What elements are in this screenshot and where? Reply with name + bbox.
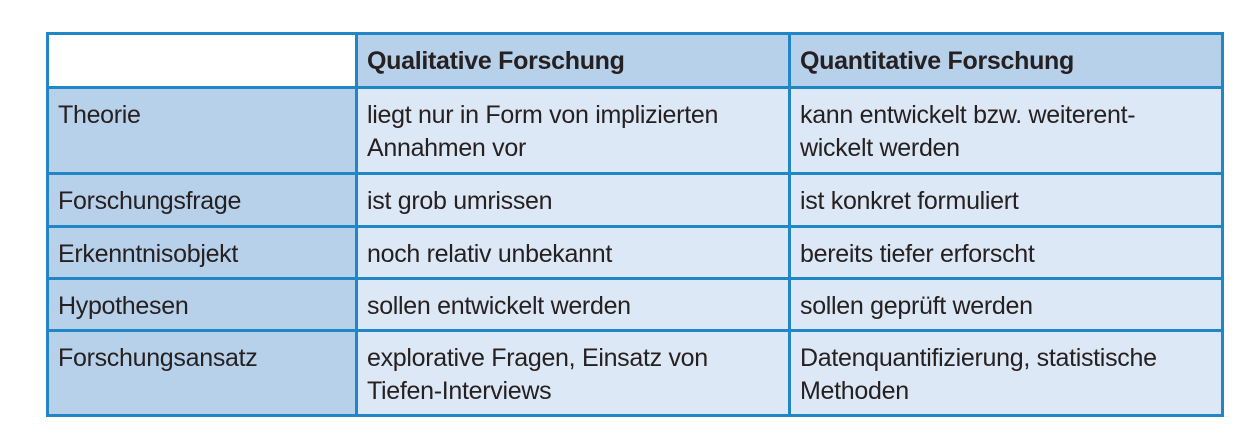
qualitative-cell: noch relativ unbekannt	[355, 225, 791, 280]
row-label: Forschungsansatz	[46, 329, 358, 417]
row-label: Theorie	[46, 86, 358, 175]
table-row-forschungsfrage: Forschungsfrage ist grob umrissen ist ko…	[46, 172, 1224, 228]
qualitative-cell: explorative Fragen, Einsatz von Tiefen-I…	[355, 329, 791, 417]
row-label: Erkenntnisobjekt	[46, 225, 358, 280]
comparison-table: Qualitative Forschung Quantitative Forsc…	[46, 32, 1224, 417]
table-row-theorie: Theorie liegt nur in Form von impliziert…	[46, 86, 1224, 175]
qualitative-cell: ist grob umrissen	[355, 172, 791, 228]
row-label: Forschungsfrage	[46, 172, 358, 228]
quantitative-cell: bereits tiefer erforscht	[788, 225, 1224, 280]
quantitative-cell: Datenquantifizierung, statistische Metho…	[788, 329, 1224, 417]
quantitative-cell: sollen geprüft werden	[788, 277, 1224, 332]
table-header-row: Qualitative Forschung Quantitative Forsc…	[46, 32, 1224, 89]
table-row-forschungsansatz: Forschungsansatz explorative Fragen, Ein…	[46, 329, 1224, 417]
qualitative-cell: liegt nur in Form von implizierten Annah…	[355, 86, 791, 175]
row-label: Hypothesen	[46, 277, 358, 332]
column-header-qualitative: Qualitative Forschung	[355, 32, 791, 89]
column-header-quantitative: Quantitative Forschung	[788, 32, 1224, 89]
table-row-erkenntnisobjekt: Erkenntnisobjekt noch relativ unbekannt …	[46, 225, 1224, 280]
corner-cell	[46, 32, 358, 89]
quantitative-cell: kann entwickelt bzw. weiterent- wickelt …	[788, 86, 1224, 175]
qualitative-cell: sollen entwickelt werden	[355, 277, 791, 332]
quantitative-cell: ist konkret formuliert	[788, 172, 1224, 228]
table-row-hypothesen: Hypothesen sollen entwickelt werden soll…	[46, 277, 1224, 332]
